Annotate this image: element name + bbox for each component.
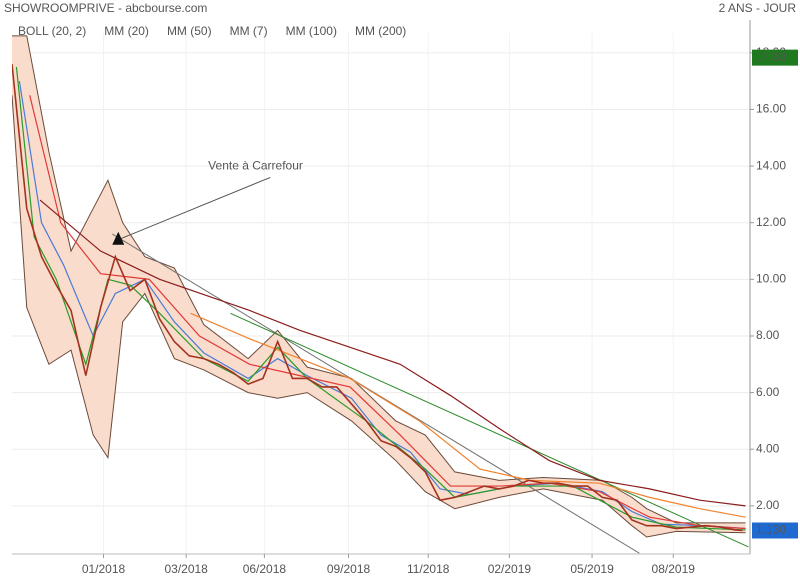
ma-line [39, 199, 746, 507]
chart-subtitle: 2 ANS - JOUR [719, 1, 797, 15]
y-tick-label: 6.00 [756, 385, 780, 399]
annotation: Vente à Carrefour [208, 158, 303, 172]
trend-line [230, 312, 749, 548]
x-tick-label: 02/2019 [488, 562, 532, 576]
price-marker [752, 49, 798, 66]
x-tick-label: 06/2018 [243, 562, 287, 576]
y-tick-label: 16.00 [756, 102, 786, 116]
legend-entry: MM (100) [286, 24, 337, 38]
arrow-head [112, 231, 125, 245]
price-marker-label: 1.130 [756, 523, 786, 537]
price-line [12, 64, 743, 532]
chart-title: SHOWROOMPRIVE - abcbourse.com [4, 1, 207, 15]
legend-entry: MM (7) [230, 24, 268, 38]
legend-entry: MM (50) [167, 24, 212, 38]
price-marker [752, 522, 798, 539]
legend-entry: MM (20) [104, 24, 149, 38]
x-tick-label: 09/2018 [327, 562, 371, 576]
ma-line [190, 312, 746, 518]
x-tick-label: 11/2018 [407, 562, 450, 576]
y-tick-label: 12.00 [756, 215, 786, 229]
annotation-arrow [118, 176, 271, 241]
y-tick-label: 2.00 [756, 498, 780, 512]
x-tick-label: 01/2018 [82, 562, 126, 576]
ma-line [29, 95, 746, 530]
x-tick-label: 08/2019 [652, 562, 696, 576]
y-tick-label: 14.00 [756, 158, 786, 172]
x-tick-label: 03/2018 [164, 562, 208, 576]
plot [12, 35, 749, 554]
x-tick-label: 05/2019 [570, 562, 614, 576]
price-marker-label: 17.83 [756, 50, 786, 64]
y-tick-label: 8.00 [756, 328, 780, 342]
legend-entry: MM (200) [355, 24, 406, 38]
y-tick-label: 4.00 [756, 441, 780, 455]
y-tick-label: 10.00 [756, 272, 786, 286]
legend-entry: BOLL (20, 2) [18, 24, 86, 38]
